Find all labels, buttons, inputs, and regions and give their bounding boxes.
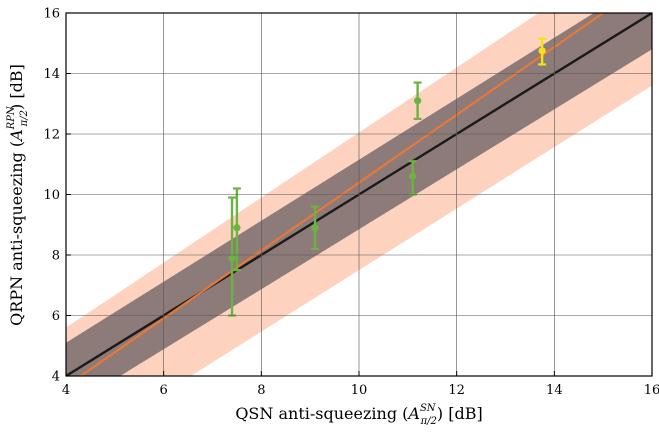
data-point xyxy=(538,47,546,55)
data-point xyxy=(311,224,319,232)
y-tick-label: 4 xyxy=(52,370,60,385)
y-tick-label: 14 xyxy=(43,67,60,82)
y-axis-label: QRPN anti-squeezing (ARPN π/2) [dB] xyxy=(6,64,30,326)
x-axis-label: QSN anti-squeezing (ASN π/2) [dB] xyxy=(235,403,482,427)
data-point xyxy=(233,224,241,232)
y-tick-label: 8 xyxy=(52,249,60,264)
x-tick-label: 6 xyxy=(160,383,168,398)
y-tick-label: 6 xyxy=(52,309,60,324)
x-tick-label: 4 xyxy=(62,383,70,398)
x-tick-label: 10 xyxy=(351,383,368,398)
x-tick-label: 8 xyxy=(257,383,265,398)
data-point xyxy=(409,172,417,180)
x-tick-label: 12 xyxy=(448,383,465,398)
y-tick-label: 16 xyxy=(43,7,60,22)
x-tick-label: 14 xyxy=(546,383,563,398)
y-tick-label: 12 xyxy=(43,128,60,143)
data-point xyxy=(228,254,236,262)
x-ticks: 4 6 8 10 12 14 16 xyxy=(62,371,659,398)
data-point xyxy=(414,97,422,105)
y-tick-label: 10 xyxy=(43,188,60,203)
y-ticks: 4 6 8 10 12 14 16 xyxy=(43,7,71,385)
x-tick-label: 16 xyxy=(644,383,659,398)
